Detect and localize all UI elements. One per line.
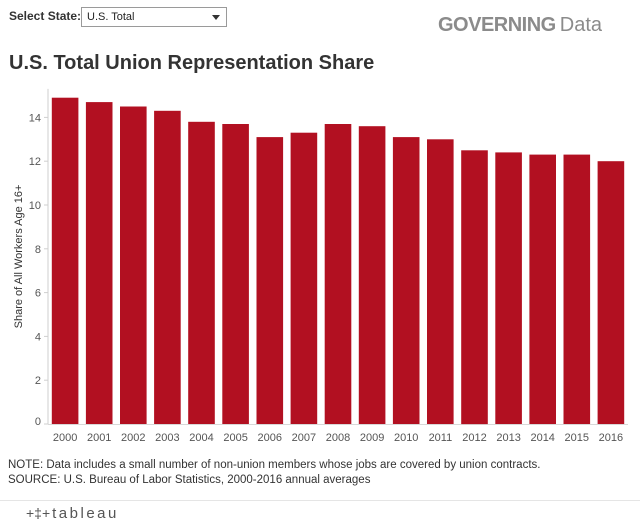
chart-axes [47, 88, 628, 425]
x-tick-label: 2003 [155, 432, 179, 444]
select-state-label: Select State: [9, 9, 82, 23]
tableau-plus-icon: +‡+ [26, 505, 51, 521]
bar-2004[interactable] [188, 121, 215, 425]
x-tick-label: 2016 [599, 432, 623, 444]
y-tick-label: 14 [29, 112, 41, 124]
x-tick-label: 2011 [429, 432, 453, 444]
tableau-footer: +‡+ tableau [0, 500, 640, 528]
bar-2016[interactable] [597, 161, 625, 424]
bar-2002[interactable] [120, 106, 147, 425]
brand-governing: GOVERNING [438, 14, 556, 36]
chart-notes: NOTE: Data includes a small number of no… [8, 458, 540, 488]
bar-2000[interactable] [51, 97, 79, 424]
note-line: NOTE: Data includes a small number of no… [8, 459, 541, 471]
x-tick-label: 2004 [189, 432, 213, 444]
x-tick-label: 2015 [565, 432, 589, 444]
x-tick-label: 2007 [292, 432, 316, 444]
tableau-logo[interactable]: +‡+ tableau [26, 505, 119, 522]
y-axis-labels: 0 2 4 6 8 10 12 14 [29, 112, 48, 428]
x-tick-label: 2008 [326, 432, 350, 444]
y-tick-label: 10 [29, 200, 41, 212]
x-tick-label: 2000 [53, 432, 77, 444]
state-dropdown-value: U.S. Total [87, 11, 135, 23]
x-tick-label: 2013 [496, 432, 520, 444]
bar-2007[interactable] [290, 132, 318, 424]
state-dropdown[interactable]: U.S. Total [81, 7, 227, 27]
x-tick-label: 2002 [121, 432, 145, 444]
y-tick-label: 6 [35, 288, 41, 300]
x-tick-label: 2006 [258, 432, 282, 444]
x-tick-label: 2014 [530, 432, 554, 444]
bar-2008[interactable] [324, 124, 352, 424]
chart-title: U.S. Total Union Representation Share [9, 52, 375, 74]
x-tick-label: 2001 [87, 432, 111, 444]
bar-2014[interactable] [529, 154, 556, 424]
tableau-logo-text: tableau [52, 505, 119, 522]
governing-data-logo[interactable]: GOVERNING Data [438, 14, 602, 37]
x-tick-label: 2005 [223, 432, 247, 444]
source-line: SOURCE: U.S. Bureau of Labor Statistics,… [8, 474, 371, 486]
x-tick-label: 2010 [394, 432, 418, 444]
brand-data: Data [559, 14, 602, 36]
bar-2015[interactable] [563, 154, 591, 424]
chart-bars [51, 97, 625, 425]
x-axis-labels: 2000 2001 2002 2003 2004 2005 2006 2007 2008 2009… [53, 432, 623, 444]
chevron-down-icon[interactable] [212, 15, 220, 20]
bar-2006[interactable] [256, 137, 284, 424]
bar-2003[interactable] [154, 110, 181, 425]
y-tick-label: 4 [35, 331, 41, 343]
bar-2010[interactable] [392, 137, 420, 424]
bar-2012[interactable] [461, 150, 488, 425]
bar-2001[interactable] [85, 102, 113, 424]
y-tick-label: 0 [35, 416, 41, 428]
y-axis-title: Share of All Workers Age 16+ [13, 185, 25, 329]
bar-2005[interactable] [222, 124, 249, 424]
x-tick-label: 2009 [360, 432, 384, 444]
x-tick-label: 2012 [462, 432, 486, 444]
bar-2009[interactable] [358, 126, 386, 424]
filter-bar: Select State: U.S. Total GOVERNING Data [0, 0, 640, 44]
y-tick-label: 8 [35, 244, 41, 256]
y-tick-label: 12 [29, 156, 41, 168]
y-tick-label: 2 [35, 375, 41, 387]
bar-2011[interactable] [427, 139, 454, 425]
bar-2013[interactable] [495, 152, 522, 424]
bar-chart: 2000 2001 2002 2003 2004 2005 2006 2007 2008 2009… [13, 88, 628, 444]
